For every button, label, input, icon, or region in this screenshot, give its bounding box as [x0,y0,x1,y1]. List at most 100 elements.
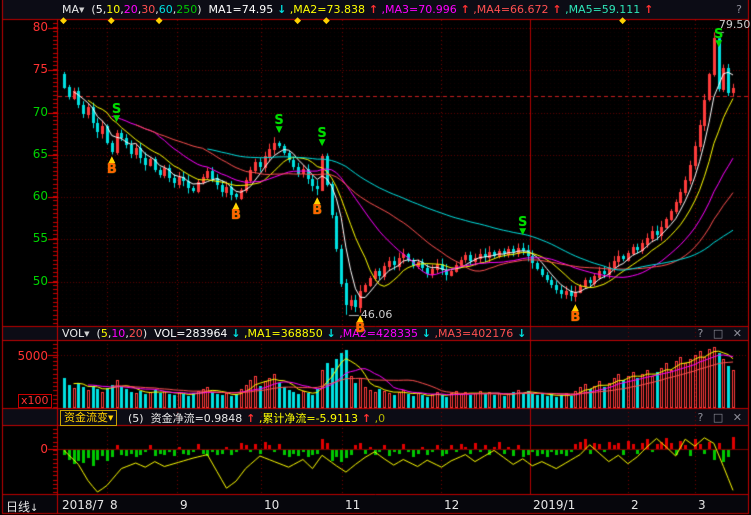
event-diamond-icon[interactable]: ◆ [107,16,115,26]
sell-marker: S ▼ [111,102,123,125]
flow-values: 资金净流=0.9848 ↑ ,累计净流=-5.9113 ↑ ,0 [147,412,385,425]
ma-dropdown[interactable]: MA▼ [62,3,85,16]
sell-marker: S ▼ [273,113,285,136]
vol-values: VOL=283964 ↓ ,MA1=368850 ↓ ,MA2=428335 ↓… [151,327,527,340]
param-value: 5 [95,3,103,16]
event-diamond-icon[interactable]: ◆ [60,16,67,26]
buy-marker: ▲ B [354,314,366,336]
vol-dropdown[interactable]: VOL▼ [62,327,90,340]
indicator-value: MA1=74.95 [208,3,274,16]
buy-marker: ▲ B [106,155,118,178]
comma: , [107,327,112,340]
down-arrow-icon: ▼ [113,114,121,125]
param-value: 250 [176,3,198,16]
month-label: 2019/1 [533,498,576,512]
sell-marker: S ▼ [713,27,725,50]
down-arrow-icon: ▼ [318,137,326,148]
price-axis-label: 80 [32,20,48,34]
indicator-value: ,MA3=402176 [431,327,514,340]
maximize-icon[interactable]: □ [712,411,727,424]
trend-arrow-icon: ↓ [513,327,527,340]
flow-indicator-dropdown[interactable]: 资金流变▼ [60,410,118,426]
comma: , [172,3,177,16]
indicator-value: ,0 [371,412,386,425]
param-value: 60 [158,3,173,16]
price-axis-label: 60 [32,189,48,203]
trend-arrow-icon: ↑ [358,412,372,425]
event-diamond-icon[interactable]: ◆ [619,16,626,26]
month-label: 2018/7 [62,498,105,512]
paren: ( [93,327,101,340]
ma-values: MA1=74.95 ↓ ,MA2=73.838 ↑ ,MA3=70.996 ↑ … [205,3,654,16]
up-arrow-icon: ▲ [232,200,240,211]
up-arrow-icon: ▲ [108,155,116,166]
ma-params: (5,10,20,30,60,250) [88,3,201,16]
buy-marker: ▲ B [311,196,323,219]
buy-marker: ▲ B [230,200,242,222]
trend-arrow-icon: ↑ [456,3,470,16]
close-icon[interactable]: ✕ [732,411,745,424]
param-value: 10 [111,327,126,340]
flow-param: (5) [128,412,144,425]
comma: , [102,3,107,16]
event-diamond-icon[interactable]: ◆ [155,16,163,26]
down-arrow-icon: ▼ [275,125,283,136]
param-value: 10 [106,3,121,16]
trend-arrow-icon: ↓ [417,327,432,340]
param-value: 20 [128,327,143,340]
chevron-down-icon: ↓ [30,503,39,514]
comma: , [125,327,129,340]
trend-arrow-icon: ↓ [273,3,287,16]
indicator-value: ,MA4=66.672 [469,3,549,16]
buy-letter: B [355,320,366,336]
param-value: 20 [123,3,138,16]
sell-letter: S [518,214,528,230]
sell-letter: S [713,27,724,43]
down-arrow-icon: ▼ [715,39,723,50]
trend-arrow-icon: ↑ [365,3,379,16]
event-diamond-icon[interactable]: ◆ [294,16,302,26]
sell-letter: S [274,113,284,129]
buy-letter: B [106,162,117,178]
sell-letter: S [111,102,122,118]
high-price-label: 79.50 [718,18,751,32]
low-price-label: 46.06 [360,307,393,321]
price-axis-label: 55 [32,231,48,246]
close-icon[interactable]: ✕ [732,327,745,340]
indicator-value: ,MA3=70.996 [378,3,457,16]
chevron-down-icon: ▼ [108,414,114,422]
help-icon[interactable]: ? [736,3,745,16]
trend-arrow-icon: ↑ [640,3,654,16]
indicator-value: ,MA5=59.111 [561,3,641,16]
indicator-value: VOL=283964 [154,327,228,340]
flow-axis-zero-label: 0 [40,442,48,456]
trend-arrow-icon: ↓ [227,327,241,340]
up-arrow-icon: ▲ [571,302,579,313]
help-icon[interactable]: ? [697,327,707,340]
trend-arrow-icon: ↑ [548,3,562,16]
trend-arrow-icon: ↑ [242,412,256,425]
sell-marker: S ▼ [517,214,529,237]
indicator-value: 资金净流=0.9848 [150,412,243,425]
help-icon[interactable]: ? [697,411,707,424]
period-selector[interactable]: 日线↓ [6,500,39,514]
event-diamond-icon[interactable]: ◆ [322,16,330,26]
up-arrow-icon: ▲ [313,196,321,207]
indicator-value: ,MA2=428335 [335,327,418,340]
month-label: 2 [631,498,639,512]
month-label: 12 [444,498,460,512]
price-axis-label: 75 [32,62,48,77]
paren: ) [142,327,148,340]
sell-letter: S [317,125,327,141]
trend-arrow-icon: ↓ [322,327,336,340]
maximize-icon[interactable]: □ [712,327,727,340]
vol-header-icons: ? □ ✕ [698,327,745,340]
buy-letter: B [570,309,581,325]
comma: , [120,3,124,16]
down-arrow-icon: ▼ [519,226,527,237]
month-label: 3 [698,498,706,512]
buy-letter: B [312,203,323,219]
price-axis-label: 65 [32,146,48,161]
vol-params: (5,10,20) [93,327,148,340]
